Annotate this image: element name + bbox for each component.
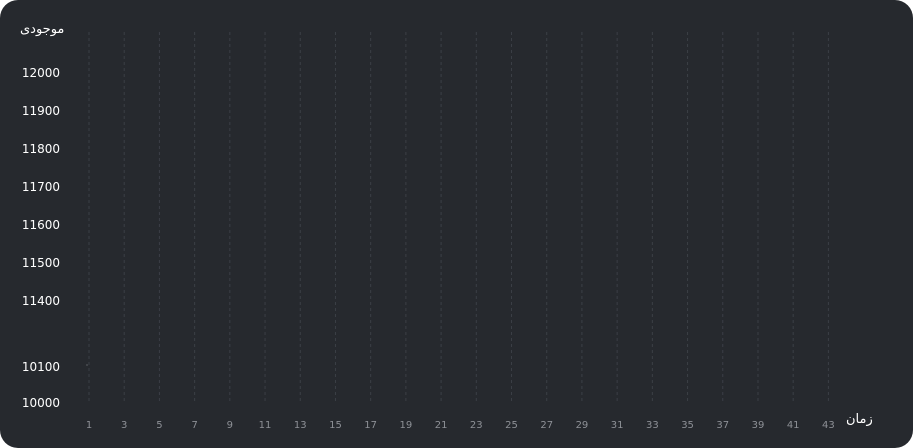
y-tick-label: 11400 [22, 294, 60, 308]
x-tick-label: 39 [752, 420, 765, 431]
x-tick-label: 23 [470, 420, 483, 431]
y-tick-label: 11500 [22, 256, 60, 270]
x-axis-title: زمان [846, 412, 873, 427]
x-tick-label: 27 [540, 420, 553, 431]
y-tick-label: 11800 [22, 142, 60, 156]
x-tick-label: 43 [822, 420, 835, 431]
x-tick-label: 17 [364, 420, 377, 431]
y-tick-label: 11700 [22, 180, 60, 194]
x-tick-label: 5 [156, 420, 162, 431]
x-tick-label: 19 [400, 420, 413, 431]
y-tick-label: 10100 [22, 360, 60, 374]
y-tick-label: 12000 [22, 66, 60, 80]
y-tick-label: 11600 [22, 218, 60, 232]
x-tick-label: 9 [227, 420, 233, 431]
x-tick-label: 11 [259, 420, 272, 431]
x-tick-label: 7 [191, 420, 197, 431]
x-tick-label: 29 [576, 420, 589, 431]
x-tick-label: 21 [435, 420, 448, 431]
x-tick-label: 13 [294, 420, 307, 431]
x-tick-label: 1 [86, 420, 92, 431]
x-tick-label: 25 [505, 420, 518, 431]
y-axis-title: موجودی [20, 22, 65, 37]
x-tick-label: 41 [787, 420, 800, 431]
x-tick-label: 15 [329, 420, 342, 431]
x-tick-label: 31 [611, 420, 624, 431]
x-tick-label: 37 [716, 420, 729, 431]
x-tick-label: 3 [121, 420, 127, 431]
y-tick-label: 10000 [22, 396, 60, 410]
x-tick-label: 35 [681, 420, 694, 431]
y-tick-label: 11900 [22, 104, 60, 118]
x-tick-label: 33 [646, 420, 659, 431]
